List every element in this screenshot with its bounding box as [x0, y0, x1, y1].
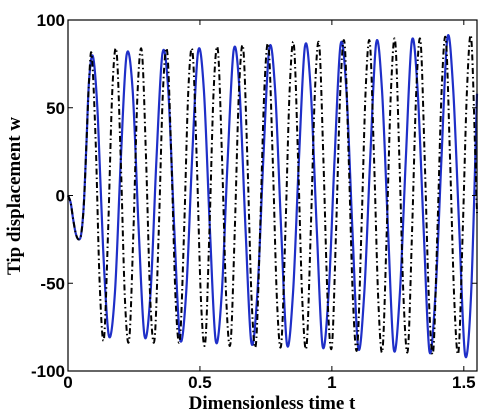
x-tick-label: 0 — [63, 373, 72, 392]
y-axis-label: Tip displacement w — [4, 117, 25, 275]
series-line-dash-dot — [67, 34, 478, 356]
x-tick-label: 0.5 — [188, 373, 212, 392]
x-axis-label: Dimensionless time t — [189, 393, 356, 413]
x-tick-label: 1 — [327, 373, 336, 392]
y-tick-label: 50 — [46, 99, 65, 118]
series-line-solid — [66, 34, 479, 359]
y-tick-label: -50 — [40, 274, 65, 293]
y-tick-label: 100 — [37, 11, 65, 30]
x-tick-label: 1.5 — [452, 373, 476, 392]
y-tick-label: -100 — [31, 362, 65, 381]
y-tick-label: 0 — [56, 187, 65, 206]
series-layer — [66, 34, 479, 359]
tick-layer: 0 0.5 1 1.5 -100 -50 0 50 100 — [31, 11, 477, 392]
